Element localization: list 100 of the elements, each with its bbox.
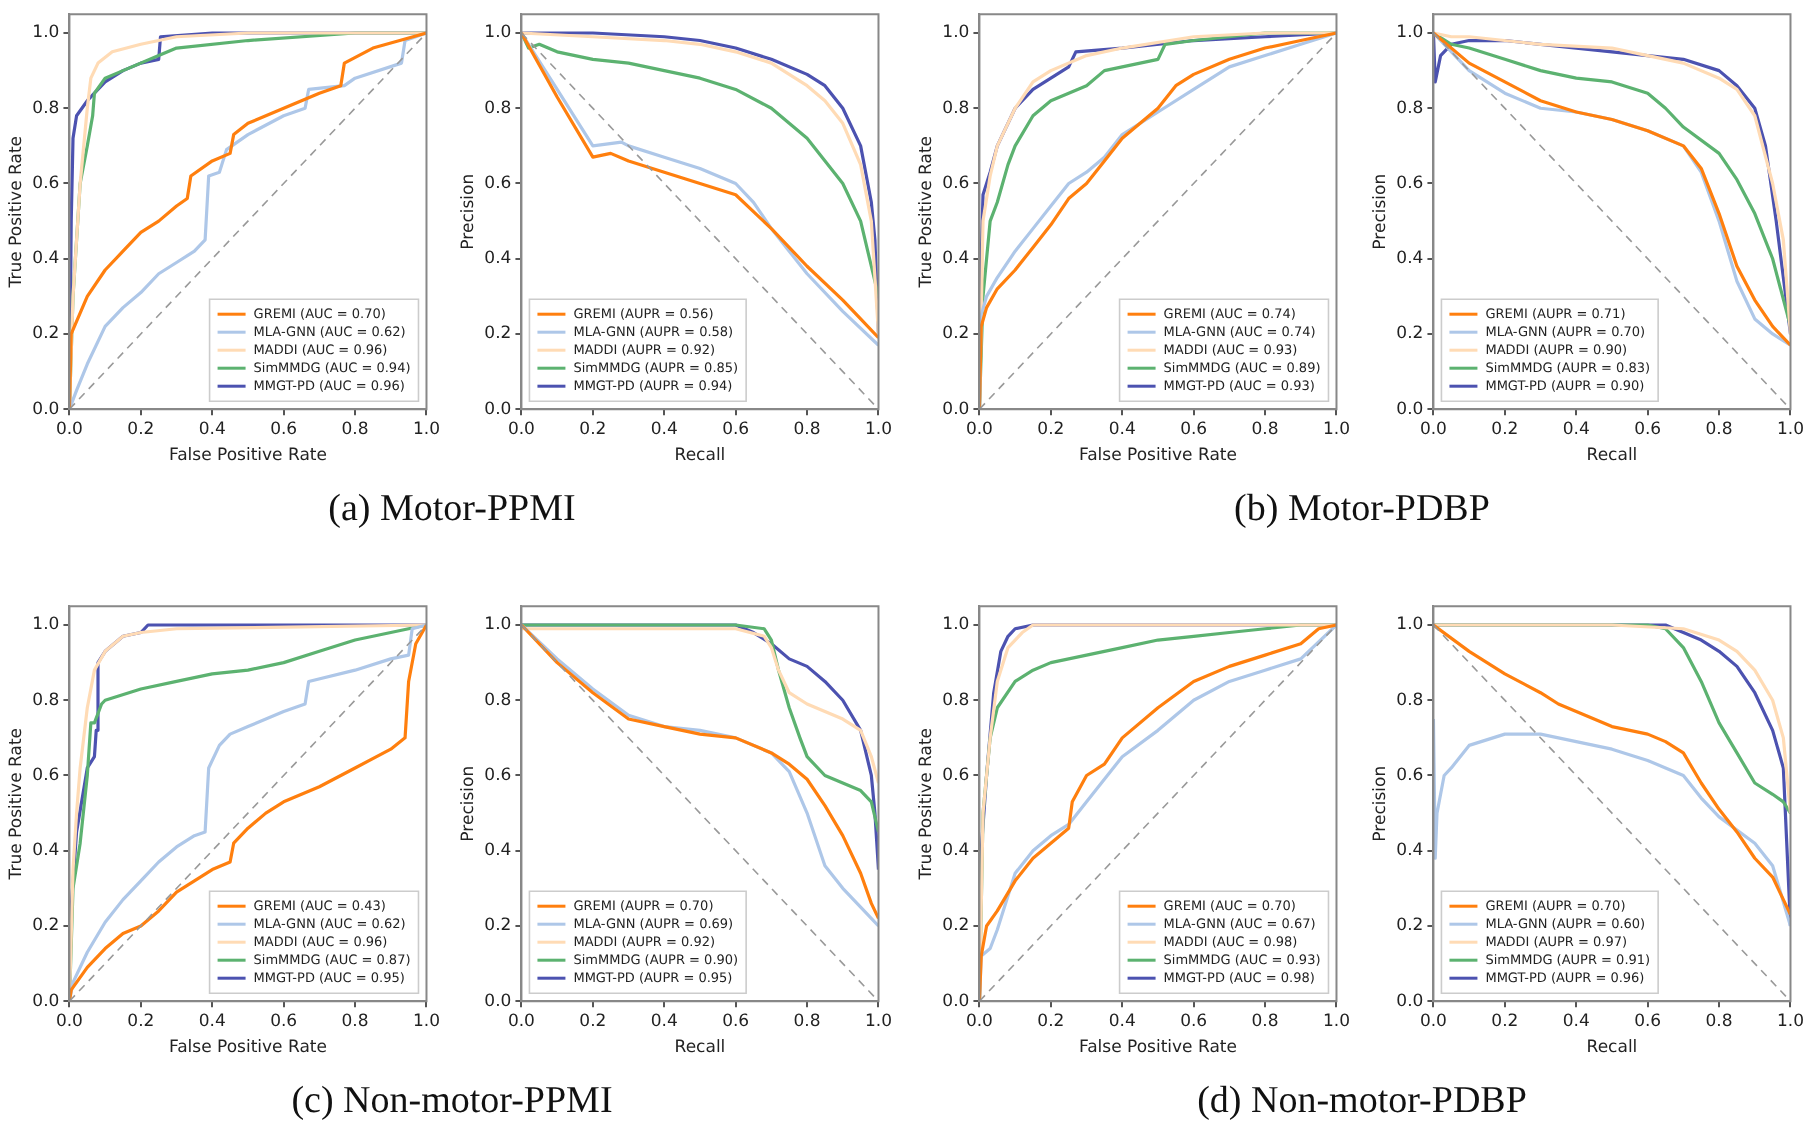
x-axis-title: Recall: [674, 446, 726, 467]
x-axis-title: False Positive Rate: [168, 1038, 327, 1059]
y-tick-label: 0.2: [32, 324, 60, 345]
x-tick-label: 0.0: [1419, 1011, 1447, 1032]
y-tick-label: 0.6: [32, 765, 60, 786]
y-axis-title: True Positive Rate: [6, 727, 27, 882]
x-tick-label: 0.6: [722, 1011, 750, 1032]
y-tick-label: 1.0: [484, 23, 512, 44]
x-tick-label: 0.8: [793, 419, 821, 440]
y-tick-label: 0.8: [942, 690, 970, 711]
y-tick-label: 0.4: [1396, 249, 1424, 270]
x-tick-label: 0.6: [1180, 1011, 1208, 1032]
y-tick-label: 0.2: [942, 916, 970, 937]
x-tick-label: 0.0: [965, 1011, 993, 1032]
x-tick-label: 0.4: [1108, 1011, 1136, 1032]
x-tick-label: 0.4: [650, 419, 678, 440]
x-tick-label: 0.2: [1491, 419, 1519, 440]
x-axis-title: False Positive Rate: [1078, 446, 1237, 467]
x-tick-label: 0.2: [1037, 419, 1065, 440]
y-tick-label: 0.8: [1396, 690, 1424, 711]
x-tick-label: 0.6: [1634, 1011, 1662, 1032]
text: (a) Motor-PPMI: [326, 488, 578, 532]
y-tick-label: 0.0: [942, 399, 970, 420]
x-tick-label: 0.2: [579, 1011, 607, 1032]
x-tick-label: 0.8: [1705, 419, 1733, 440]
y-tick-label: 0.0: [32, 991, 60, 1012]
y-tick-label: 0.8: [1396, 98, 1424, 119]
x-tick-label: 1.0: [412, 419, 441, 440]
y-tick-label: 0.0: [1396, 991, 1424, 1012]
y-tick-label: 0.6: [32, 173, 60, 194]
y-tick-label: 0.6: [484, 173, 512, 194]
x-tick-label: 0.0: [507, 419, 535, 440]
y-tick-label: 1.0: [1396, 23, 1424, 44]
y-tick-label: 0.0: [1396, 399, 1424, 420]
y-tick-label: 0.8: [32, 690, 60, 711]
x-tick-label: 0.0: [55, 1011, 83, 1032]
x-tick-label: 0.2: [127, 1011, 155, 1032]
y-tick-label: 0.6: [942, 765, 970, 786]
y-tick-label: 1.0: [1396, 615, 1424, 636]
y-tick-label: 0.6: [1396, 765, 1424, 786]
x-tick-label: 0.6: [1180, 419, 1208, 440]
y-tick-label: 0.4: [484, 841, 512, 862]
x-tick-label: 0.8: [793, 1011, 821, 1032]
x-tick-label: 0.4: [1562, 1011, 1590, 1032]
x-tick-label: 1.0: [864, 419, 893, 440]
y-tick-label: 0.4: [942, 249, 970, 270]
y-tick-label: 1.0: [484, 615, 512, 636]
x-tick-label: 0.2: [127, 419, 155, 440]
x-tick-label: 1.0: [1776, 419, 1805, 440]
y-tick-label: 0.2: [1396, 324, 1424, 345]
x-tick-label: 0.4: [650, 1011, 678, 1032]
y-tick-label: 0.2: [484, 916, 512, 937]
x-tick-label: 0.6: [722, 419, 750, 440]
x-tick-label: 0.4: [198, 419, 226, 440]
y-tick-label: 0.0: [942, 991, 970, 1012]
x-tick-label: 1.0: [1322, 419, 1351, 440]
y-tick-label: 0.6: [484, 765, 512, 786]
y-tick-label: 0.2: [1396, 916, 1424, 937]
x-tick-label: 0.4: [1108, 419, 1136, 440]
y-tick-label: 0.4: [942, 841, 970, 862]
x-axis-title: Recall: [1586, 1038, 1638, 1059]
x-axis-title: False Positive Rate: [1078, 1038, 1237, 1059]
y-tick-label: 0.2: [942, 324, 970, 345]
x-tick-label: 1.0: [1322, 1011, 1351, 1032]
y-tick-label: 0.0: [484, 399, 512, 420]
x-tick-label: 0.4: [1562, 419, 1590, 440]
y-axis-title: Precision: [1370, 173, 1391, 250]
y-tick-label: 0.4: [1396, 841, 1424, 862]
x-tick-label: 0.0: [507, 1011, 535, 1032]
y-tick-label: 0.4: [484, 249, 512, 270]
y-axis-title: True Positive Rate: [6, 135, 27, 290]
x-axis-title: Recall: [1586, 446, 1638, 467]
x-tick-label: 1.0: [412, 1011, 441, 1032]
y-tick-label: 0.8: [484, 98, 512, 119]
y-tick-label: 1.0: [942, 615, 970, 636]
x-tick-label: 0.6: [270, 419, 298, 440]
y-tick-label: 0.6: [1396, 173, 1424, 194]
x-tick-label: 0.8: [1251, 1011, 1279, 1032]
y-tick-label: 0.8: [942, 98, 970, 119]
y-tick-label: 0.0: [32, 399, 60, 420]
x-tick-label: 0.8: [341, 1011, 369, 1032]
x-tick-label: 0.0: [965, 419, 993, 440]
x-axis-title: Recall: [674, 1038, 726, 1059]
y-tick-label: 1.0: [942, 23, 970, 44]
text: (b) Motor-PDBP: [1232, 488, 1492, 532]
text: (c) Non-motor-PPMI: [289, 1080, 615, 1124]
y-axis-title: Precision: [458, 765, 479, 842]
x-tick-label: 0.0: [55, 419, 83, 440]
x-tick-label: 0.8: [1705, 1011, 1733, 1032]
y-tick-label: 0.4: [32, 249, 60, 270]
x-tick-label: 0.4: [198, 1011, 226, 1032]
x-tick-label: 0.2: [1491, 1011, 1519, 1032]
y-tick-label: 0.2: [32, 916, 60, 937]
y-tick-label: 0.2: [484, 324, 512, 345]
x-tick-label: 0.2: [579, 419, 607, 440]
x-tick-label: 0.6: [1634, 419, 1662, 440]
y-tick-label: 0.6: [942, 173, 970, 194]
y-tick-label: 0.4: [32, 841, 60, 862]
x-tick-label: 1.0: [1776, 1011, 1805, 1032]
y-tick-label: 0.8: [32, 98, 60, 119]
